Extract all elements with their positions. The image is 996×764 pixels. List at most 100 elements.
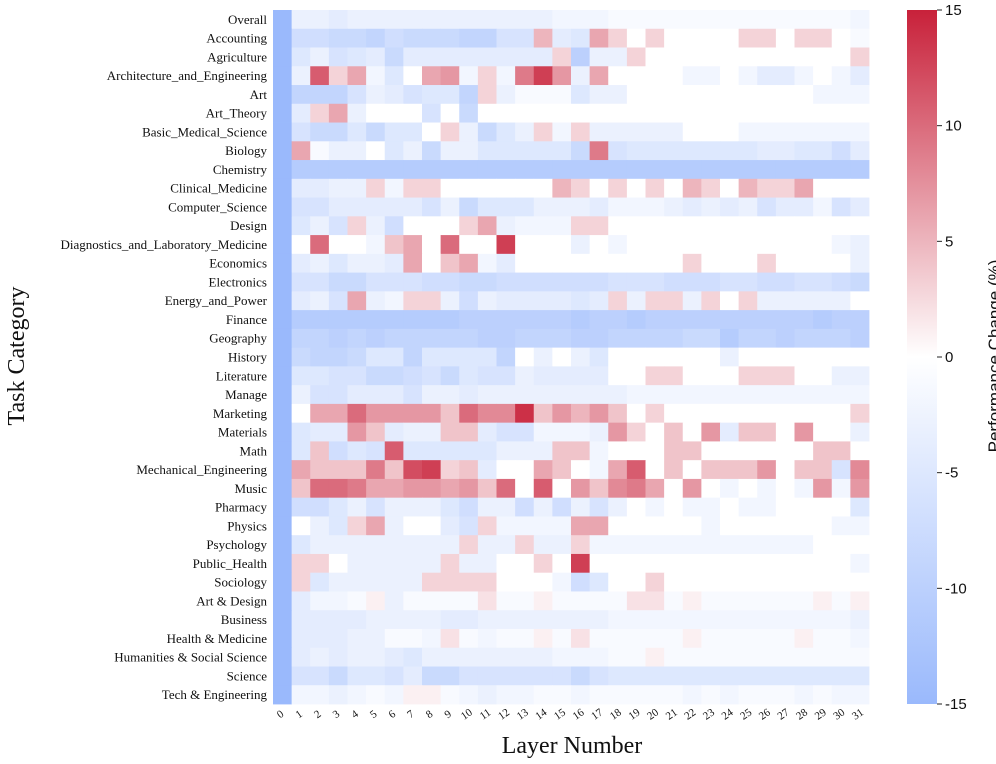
heatmap-cell bbox=[608, 647, 628, 667]
heatmap-cell bbox=[347, 197, 367, 217]
heatmap-cell bbox=[459, 216, 479, 236]
column-label: 22 bbox=[682, 706, 698, 722]
heatmap-cell bbox=[589, 647, 609, 667]
heatmap-cell bbox=[347, 10, 367, 30]
column-label: 2 bbox=[312, 708, 323, 721]
heatmap-cell bbox=[533, 253, 553, 273]
heatmap-cell bbox=[291, 66, 311, 86]
heatmap-cell bbox=[571, 10, 591, 30]
heatmap-cell bbox=[552, 647, 572, 667]
heatmap-cell bbox=[366, 403, 386, 424]
heatmap-cell bbox=[533, 460, 553, 480]
heatmap-cell bbox=[813, 516, 833, 536]
heatmap-cell bbox=[664, 216, 684, 236]
heatmap-cell bbox=[384, 103, 404, 123]
column-label: 23 bbox=[701, 706, 717, 722]
heatmap-cell bbox=[459, 103, 479, 123]
heatmap-cell bbox=[589, 310, 609, 330]
heatmap-cell bbox=[477, 178, 497, 198]
heatmap-cell bbox=[347, 385, 367, 405]
heatmap-cell bbox=[682, 572, 702, 592]
heatmap-cell bbox=[794, 66, 814, 86]
heatmap-cell bbox=[626, 497, 646, 517]
heatmap-cell bbox=[664, 535, 684, 555]
heatmap-cell bbox=[626, 572, 646, 592]
heatmap-cell bbox=[664, 272, 684, 292]
heatmap-cell bbox=[366, 591, 386, 611]
heatmap-cell bbox=[459, 460, 479, 480]
heatmap-cell bbox=[459, 10, 479, 30]
heatmap-cell bbox=[477, 253, 497, 273]
heatmap-cell bbox=[664, 160, 684, 180]
heatmap-cell bbox=[440, 291, 460, 311]
heatmap-cell bbox=[477, 216, 497, 236]
heatmap-cell bbox=[496, 666, 516, 686]
heatmap-cell bbox=[347, 591, 367, 611]
heatmap-cell bbox=[626, 422, 646, 442]
heatmap-cell bbox=[328, 385, 348, 405]
heatmap-cell bbox=[682, 497, 702, 517]
heatmap-cell bbox=[813, 403, 833, 424]
heatmap-cell bbox=[645, 441, 665, 461]
heatmap-cell bbox=[403, 328, 423, 349]
heatmap-cell bbox=[813, 85, 833, 105]
heatmap-cell bbox=[757, 85, 777, 105]
heatmap-cell bbox=[775, 610, 795, 630]
heatmap-cell bbox=[459, 28, 479, 48]
heatmap-cell bbox=[831, 47, 851, 67]
heatmap-cell bbox=[422, 235, 442, 255]
heatmap-cell bbox=[608, 235, 628, 255]
heatmap-cell bbox=[328, 47, 348, 67]
heatmap-cell bbox=[291, 197, 311, 217]
heatmap-cell bbox=[720, 10, 740, 30]
heatmap-cell bbox=[552, 666, 572, 686]
row-label: History bbox=[228, 350, 268, 365]
heatmap-cell bbox=[775, 497, 795, 517]
heatmap-cell bbox=[608, 28, 628, 48]
heatmap-cell bbox=[422, 103, 442, 123]
heatmap-cell bbox=[273, 216, 293, 236]
heatmap-cell bbox=[291, 272, 311, 292]
heatmap-cell bbox=[533, 403, 553, 424]
heatmap-cell bbox=[794, 160, 814, 180]
heatmap-cell bbox=[720, 141, 740, 161]
heatmap-cell bbox=[515, 85, 535, 105]
column-label: 16 bbox=[571, 706, 587, 722]
heatmap-cell bbox=[831, 28, 851, 48]
heatmap-cell bbox=[682, 216, 702, 236]
heatmap-cell bbox=[310, 647, 330, 667]
heatmap-cell bbox=[813, 591, 833, 611]
heatmap-cell bbox=[813, 178, 833, 198]
heatmap-cell bbox=[645, 685, 665, 705]
heatmap-cell bbox=[273, 441, 293, 461]
heatmap-cell bbox=[273, 178, 293, 198]
heatmap-cell bbox=[701, 10, 721, 30]
heatmap-cell bbox=[720, 216, 740, 236]
heatmap-cell bbox=[720, 497, 740, 517]
heatmap-cell bbox=[422, 122, 442, 142]
heatmap-cell bbox=[310, 66, 330, 86]
heatmap-cell bbox=[403, 160, 423, 180]
heatmap-cell bbox=[403, 553, 423, 574]
column-label: 1 bbox=[294, 708, 305, 721]
heatmap-cell bbox=[645, 535, 665, 555]
heatmap-cell bbox=[589, 141, 609, 161]
heatmap-cell bbox=[459, 422, 479, 442]
heatmap-cell bbox=[757, 591, 777, 611]
heatmap-cell bbox=[459, 366, 479, 386]
heatmap-cell bbox=[664, 10, 684, 30]
heatmap-cell bbox=[831, 216, 851, 236]
heatmap-cell bbox=[738, 553, 758, 574]
heatmap-cell bbox=[608, 385, 628, 405]
heatmap-cell bbox=[422, 572, 442, 592]
heatmap-cell bbox=[459, 122, 479, 142]
heatmap-cell bbox=[738, 141, 758, 161]
heatmap-cell bbox=[328, 28, 348, 48]
heatmap-cell bbox=[552, 47, 572, 67]
heatmap-cell bbox=[738, 10, 758, 30]
heatmap-cell bbox=[477, 85, 497, 105]
heatmap-cell bbox=[422, 347, 442, 367]
heatmap-cell bbox=[328, 141, 348, 161]
heatmap-cell bbox=[589, 591, 609, 611]
heatmap-cell bbox=[347, 366, 367, 386]
